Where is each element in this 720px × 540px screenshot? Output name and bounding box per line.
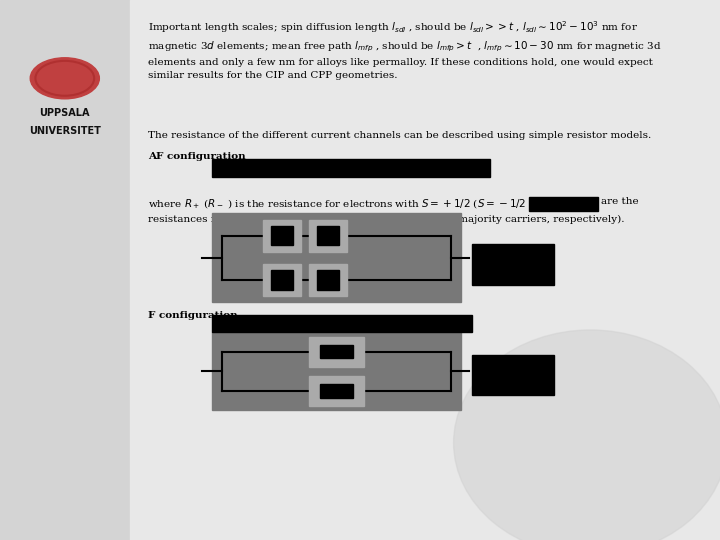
- Bar: [472, 355, 554, 395]
- Bar: [130, 0, 720, 540]
- Bar: [310, 337, 364, 367]
- Bar: [212, 332, 461, 410]
- Bar: [263, 264, 301, 296]
- Bar: [212, 315, 472, 332]
- Bar: [310, 376, 364, 406]
- Text: UNIVERSITET: UNIVERSITET: [29, 126, 101, 136]
- Bar: [271, 226, 293, 245]
- Bar: [320, 345, 353, 359]
- Bar: [309, 220, 347, 252]
- Text: resistances for the two conduction channels (minority and majority carriers, res: resistances for the two conduction chann…: [148, 214, 624, 224]
- Text: Important length scales; spin diffusion length $l_{sdl}$ , should be $l_{sdl}>>t: Important length scales; spin diffusion …: [148, 19, 661, 80]
- Ellipse shape: [454, 330, 720, 540]
- Bar: [309, 264, 347, 296]
- Text: where $R_+$ ($R_-$ ) is the resistance for electrons with $S=+1/2$ ($S=-1/2$ ), : where $R_+$ ($R_-$ ) is the resistance f…: [148, 197, 569, 211]
- Bar: [317, 271, 338, 290]
- Bar: [263, 220, 301, 252]
- Text: F configuration: F configuration: [148, 310, 237, 320]
- Bar: [212, 213, 461, 302]
- Text: AF configuration: AF configuration: [148, 152, 246, 161]
- Bar: [212, 159, 490, 177]
- Bar: [0, 0, 130, 540]
- Bar: [317, 226, 338, 245]
- Bar: [271, 271, 293, 290]
- Text: The resistance of the different current channels can be described using simple r: The resistance of the different current …: [148, 131, 651, 140]
- Bar: [472, 244, 554, 285]
- Ellipse shape: [30, 58, 99, 99]
- Text: are the: are the: [601, 197, 639, 206]
- Text: UPPSALA: UPPSALA: [40, 109, 90, 118]
- Bar: [320, 384, 353, 397]
- Bar: [529, 197, 598, 211]
